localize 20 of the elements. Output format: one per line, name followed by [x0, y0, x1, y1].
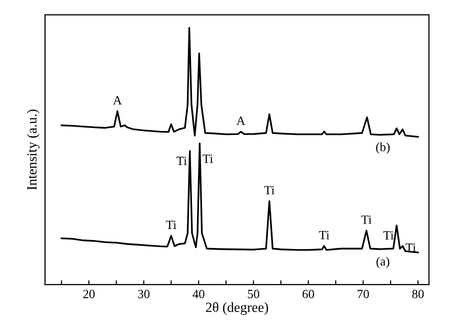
x-tick-label: 80 — [412, 290, 424, 298]
annotation: Ti — [202, 154, 213, 163]
x-axis-title: 2θ (degree) — [206, 302, 268, 315]
series-label: (a) — [376, 256, 390, 268]
x-tick-label: 40 — [192, 290, 204, 298]
annotation: Ti — [264, 186, 274, 194]
annotation: Ti — [176, 156, 187, 165]
x-tick-label: 50 — [248, 290, 260, 298]
annotation: A — [113, 96, 122, 104]
x-tick-label: 30 — [138, 290, 150, 298]
annotation: Ti — [383, 231, 394, 240]
annotation: Ti — [319, 230, 330, 240]
x-tick-label: 20 — [83, 290, 95, 298]
annotation: Ti — [166, 220, 176, 229]
x-tick-label: 60 — [302, 290, 314, 298]
series-label: (b) — [376, 142, 390, 154]
annotation: Ti — [361, 216, 372, 224]
x-tick-label: 70 — [358, 290, 369, 298]
annotation: A — [236, 116, 246, 125]
y-axis-title: Intensity (a.u.) — [26, 110, 40, 190]
